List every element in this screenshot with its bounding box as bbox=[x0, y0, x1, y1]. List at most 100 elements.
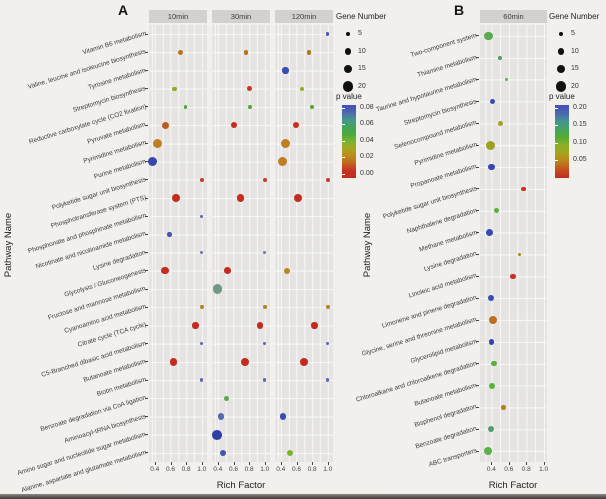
y-tick bbox=[145, 306, 148, 308]
data-point bbox=[486, 229, 494, 237]
facet-panel-10min bbox=[149, 25, 207, 462]
x-tick bbox=[327, 462, 329, 465]
y-tick bbox=[476, 232, 479, 234]
y-tick bbox=[145, 88, 148, 90]
y-tick bbox=[145, 434, 148, 436]
data-point bbox=[283, 267, 291, 274]
y-tick bbox=[476, 297, 479, 299]
data-point bbox=[299, 86, 305, 91]
figure-bottom-edge bbox=[0, 494, 606, 499]
data-point bbox=[486, 140, 496, 150]
x-tick-label: 0.6 bbox=[291, 466, 302, 473]
gene-number-size-label: 20 bbox=[358, 82, 366, 90]
data-point bbox=[325, 177, 330, 182]
p-value-tick-label: 0.08 bbox=[360, 104, 374, 111]
data-point bbox=[517, 252, 521, 257]
gene-number-size-label: 10 bbox=[571, 47, 579, 55]
gene-number-size-label: 5 bbox=[571, 30, 575, 37]
x-tick bbox=[296, 462, 298, 465]
data-point bbox=[293, 122, 300, 129]
y-tick bbox=[476, 210, 479, 212]
data-point bbox=[263, 342, 267, 346]
data-point bbox=[310, 105, 314, 109]
y-tick bbox=[145, 51, 148, 53]
panel-a-letter: A bbox=[117, 2, 129, 18]
x-tick bbox=[280, 462, 282, 465]
y-tick bbox=[476, 385, 479, 386]
p-value-tick-label: 0.05 bbox=[573, 155, 587, 163]
gene-number-legend-title-b: Gene Number bbox=[549, 12, 600, 21]
x-tick bbox=[233, 462, 235, 465]
y-tick bbox=[145, 197, 148, 199]
data-point bbox=[281, 138, 291, 148]
x-tick bbox=[543, 462, 545, 465]
p-value-colorbar-a bbox=[342, 105, 356, 178]
x-tick bbox=[170, 462, 172, 465]
data-point bbox=[219, 449, 226, 456]
x-tick-label: 0.6 bbox=[165, 466, 176, 473]
data-point bbox=[487, 295, 494, 302]
y-tick bbox=[476, 253, 479, 255]
colorbar-tick-mark bbox=[342, 108, 345, 109]
p-value-legend-title-b: p value bbox=[549, 92, 575, 101]
data-point bbox=[248, 105, 252, 109]
x-tick bbox=[264, 462, 266, 465]
data-point bbox=[172, 86, 177, 91]
y-tick bbox=[145, 106, 148, 108]
y-tick bbox=[476, 101, 479, 102]
data-point bbox=[300, 357, 309, 366]
facet-strip-60min: 60min bbox=[480, 10, 547, 23]
x-tick bbox=[526, 462, 528, 465]
y-tick bbox=[145, 124, 148, 126]
data-point bbox=[246, 86, 252, 92]
y-tick bbox=[476, 428, 479, 430]
data-point bbox=[494, 208, 500, 214]
x-tick-label: 1.0 bbox=[539, 466, 549, 473]
x-tick-label: 0.4 bbox=[150, 466, 160, 473]
facet-panel-30min bbox=[212, 25, 270, 462]
facet-panel-120min bbox=[275, 25, 333, 462]
y-tick bbox=[145, 379, 148, 381]
data-point bbox=[491, 360, 497, 367]
gene-number-legend-title-a: Gene Number bbox=[336, 12, 387, 21]
data-point bbox=[162, 121, 170, 129]
data-point bbox=[223, 395, 230, 402]
colorbar-tick-mark bbox=[342, 140, 345, 142]
p-value-legend-title-a: p value bbox=[336, 92, 362, 101]
x-tick-label: 0.4 bbox=[486, 466, 496, 473]
y-tick bbox=[145, 361, 148, 363]
data-point bbox=[200, 214, 204, 218]
data-point bbox=[497, 120, 503, 126]
data-point bbox=[262, 305, 267, 310]
x-tick bbox=[154, 462, 156, 465]
data-point bbox=[488, 339, 495, 345]
colorbar-tick-mark bbox=[342, 173, 345, 175]
data-point bbox=[199, 177, 204, 182]
y-tick bbox=[476, 319, 479, 321]
x-tick bbox=[249, 462, 251, 465]
data-point bbox=[243, 49, 249, 55]
data-point bbox=[311, 322, 318, 329]
gene-number-size-dot bbox=[556, 64, 566, 74]
data-point bbox=[200, 342, 204, 346]
facet-strip-120min: 120min bbox=[275, 10, 333, 23]
gene-number-size-label: 15 bbox=[571, 65, 579, 72]
p-value-tick-label: 0.10 bbox=[573, 138, 587, 146]
y-tick bbox=[476, 79, 479, 81]
p-value-tick-label: 0.20 bbox=[573, 104, 587, 111]
gene-number-size-label: 10 bbox=[358, 47, 366, 55]
data-point bbox=[294, 194, 302, 202]
data-point bbox=[199, 305, 204, 310]
x-tick-label: 0.6 bbox=[504, 466, 514, 473]
data-point bbox=[483, 446, 493, 456]
colorbar-tick-mark bbox=[555, 142, 558, 144]
data-point bbox=[306, 49, 312, 55]
y-tick bbox=[145, 215, 148, 217]
colorbar-tick-mark bbox=[342, 124, 345, 126]
data-point bbox=[200, 250, 204, 255]
data-point bbox=[488, 315, 498, 325]
data-point bbox=[521, 186, 526, 192]
data-point bbox=[169, 357, 178, 366]
y-tick bbox=[476, 363, 479, 365]
